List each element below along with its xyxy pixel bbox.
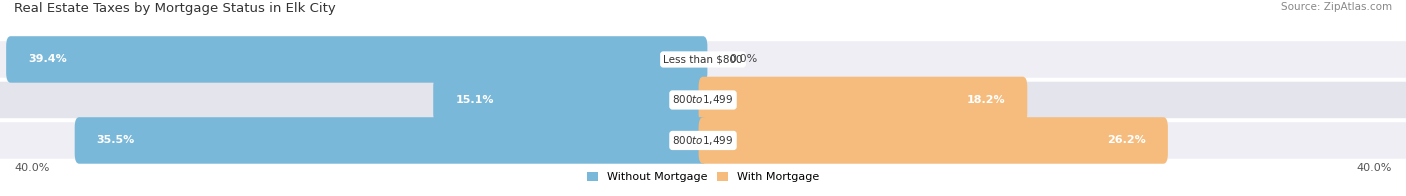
FancyBboxPatch shape [6,36,707,83]
Text: $800 to $1,499: $800 to $1,499 [672,93,734,106]
Text: 0.0%: 0.0% [730,54,758,64]
Text: Source: ZipAtlas.com: Source: ZipAtlas.com [1281,2,1392,12]
FancyBboxPatch shape [699,117,1168,164]
Text: 40.0%: 40.0% [14,163,49,173]
FancyBboxPatch shape [0,82,1406,118]
FancyBboxPatch shape [75,117,707,164]
Text: $800 to $1,499: $800 to $1,499 [672,134,734,147]
FancyBboxPatch shape [0,122,1406,159]
Text: Real Estate Taxes by Mortgage Status in Elk City: Real Estate Taxes by Mortgage Status in … [14,2,336,15]
Text: 18.2%: 18.2% [967,95,1005,105]
Text: 35.5%: 35.5% [97,135,135,145]
Text: 26.2%: 26.2% [1107,135,1146,145]
FancyBboxPatch shape [699,77,1028,123]
FancyBboxPatch shape [0,41,1406,78]
Text: 39.4%: 39.4% [28,54,67,64]
Text: 40.0%: 40.0% [1357,163,1392,173]
Legend: Without Mortgage, With Mortgage: Without Mortgage, With Mortgage [588,172,818,182]
Text: Less than $800: Less than $800 [664,54,742,64]
Text: 15.1%: 15.1% [456,95,494,105]
FancyBboxPatch shape [433,77,707,123]
